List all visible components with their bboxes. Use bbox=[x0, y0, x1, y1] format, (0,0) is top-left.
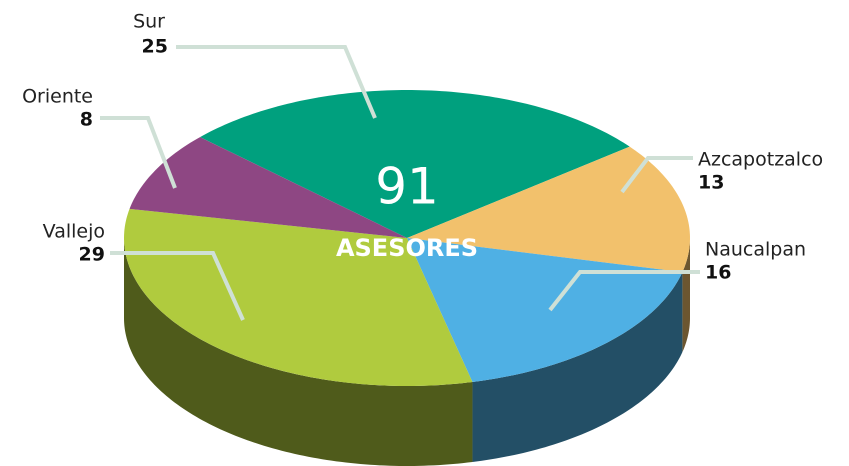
leader-lines bbox=[100, 45, 700, 321]
pie-slice bbox=[129, 137, 408, 238]
pie-slice bbox=[200, 90, 630, 238]
leader-line bbox=[110, 251, 245, 321]
leader-line bbox=[100, 116, 177, 189]
category-label: Naucalpan bbox=[705, 239, 806, 261]
center-value: 91 bbox=[375, 158, 439, 216]
value-label: 13 bbox=[698, 172, 724, 194]
pie-side bbox=[682, 238, 690, 353]
category-label: Vallejo bbox=[43, 221, 105, 243]
category-label: Oriente bbox=[22, 86, 93, 108]
value-label: 16 bbox=[705, 262, 731, 284]
pie-sides bbox=[124, 238, 690, 466]
pie-side bbox=[472, 272, 683, 462]
category-label: Sur bbox=[133, 11, 165, 33]
value-label: 25 bbox=[142, 36, 168, 58]
value-label: 29 bbox=[79, 244, 105, 266]
pie-slice bbox=[407, 146, 690, 273]
leader-line bbox=[620, 156, 693, 194]
value-label: 8 bbox=[80, 109, 93, 131]
category-label: Azcapotzalco bbox=[698, 149, 823, 171]
center-label: ASESORES bbox=[336, 234, 478, 262]
pie-side bbox=[124, 238, 473, 466]
pie-tops bbox=[124, 90, 690, 386]
leader-line bbox=[548, 270, 700, 312]
leader-line bbox=[176, 45, 377, 119]
